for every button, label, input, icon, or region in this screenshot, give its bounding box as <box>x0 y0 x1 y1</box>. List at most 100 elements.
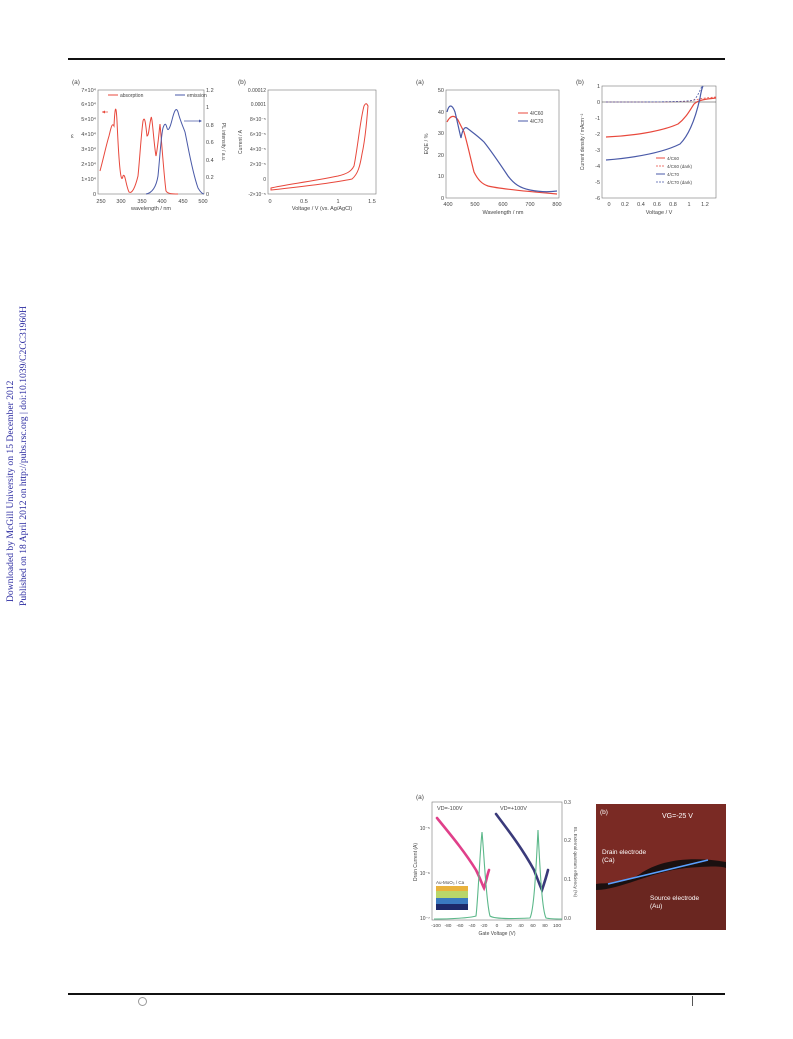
absorption-curve <box>99 108 179 195</box>
svg-text:20: 20 <box>506 923 512 929</box>
svg-text:700: 700 <box>525 202 534 208</box>
jv-xlabel: Voltage / V <box>646 210 673 216</box>
fet-right-ylabel: EL External quantum efficiency (%) <box>573 827 578 898</box>
eqe-legend-c60: 4/C60 <box>530 111 544 117</box>
el-eqe-curve <box>433 829 563 920</box>
svg-text:10⁻⁵: 10⁻⁵ <box>420 826 430 832</box>
svg-text:450: 450 <box>178 199 187 205</box>
fet-xticks: -100 -80 -60 -40 -20 0 20 40 60 80 100 <box>431 923 561 929</box>
svg-text:30: 30 <box>438 131 444 137</box>
svg-text:0.2: 0.2 <box>206 175 214 181</box>
eqe-xlabel: Wavelength / nm <box>482 210 523 216</box>
a-yticks: 0 1×10⁴ 2×10⁴ 3×10⁴ 4×10⁴ 5×10⁴ 6×10⁴ 7×… <box>81 87 96 198</box>
svg-text:4/C60: 4/C60 <box>667 156 680 161</box>
svg-text:1: 1 <box>687 202 690 208</box>
fet-yticks: 10⁻⁵ 10⁻⁶ 10⁻⁷ <box>420 826 430 922</box>
sidebar-doi-line: Published on 18 April 2012 on http://pub… <box>18 306 29 606</box>
jv-yticks: 1 0 -1 -2 -3 -4 -5 -6 <box>595 84 600 202</box>
figure-fet: (a) VD=-100V VD=+100V 10⁻⁵ 10⁻⁶ 10⁻⁷ Dra… <box>410 790 726 950</box>
svg-text:-60: -60 <box>457 923 464 929</box>
svg-text:-1: -1 <box>595 116 600 122</box>
svg-text:40: 40 <box>438 110 444 116</box>
svg-text:-3: -3 <box>595 148 600 154</box>
svg-text:-6: -6 <box>595 196 600 202</box>
svg-text:2×10⁻⁵: 2×10⁻⁵ <box>250 162 266 168</box>
svg-text:4×10⁻⁵: 4×10⁻⁵ <box>250 147 266 153</box>
download-sidebar: Downloaded by McGill University on 15 De… <box>2 268 32 606</box>
svg-text:-100: -100 <box>431 923 441 929</box>
vd-neg-label: VD=-100V <box>437 806 463 812</box>
drain-electrode-material: (Ca) <box>602 857 615 864</box>
svg-text:0: 0 <box>441 196 444 202</box>
footer-circle-icon <box>138 997 147 1006</box>
svg-text:0.1: 0.1 <box>564 877 571 883</box>
jv-ylabel: Current density / mAcm⁻² <box>580 113 586 170</box>
eqe-c70-curve <box>446 105 558 193</box>
svg-text:0.0: 0.0 <box>564 916 571 922</box>
jv-legend: 4/C60 4/C60 (dark) 4/C70 4/C70 (dark) <box>656 156 693 185</box>
jv-xticks: 0 0.2 0.4 0.6 0.8 1 1.2 <box>607 202 708 208</box>
vd-pos-label: VD=+100V <box>500 806 527 812</box>
figure-absorption-cv: (a) ε 0 1×10⁴ 2×10⁴ 3×10⁴ 4×10⁴ 5×10⁴ 6×… <box>68 76 388 216</box>
svg-text:5×10⁴: 5×10⁴ <box>81 116 96 123</box>
svg-text:500: 500 <box>198 199 207 205</box>
vg-label: VG=-25 V <box>662 813 693 820</box>
svg-text:-40: -40 <box>469 923 476 929</box>
header-rule <box>68 58 725 60</box>
svg-text:0: 0 <box>597 100 600 106</box>
jv-c60-light <box>605 97 717 138</box>
svg-text:10⁻⁷: 10⁻⁷ <box>420 916 430 922</box>
svg-text:100: 100 <box>553 923 561 929</box>
b-xlabel: Voltage / V (vs. Ag/AgCl) <box>292 206 352 212</box>
source-electrode-material: (Au) <box>650 903 662 910</box>
svg-text:0: 0 <box>496 923 499 929</box>
svg-text:0.3: 0.3 <box>564 800 571 806</box>
svg-text:0.4: 0.4 <box>637 202 645 208</box>
figure-eqe-jv: (a) 0 10 20 30 40 50 EQE / % 400 500 600… <box>410 76 725 218</box>
svg-text:-80: -80 <box>445 923 452 929</box>
drain-electrode-label: Drain electrode <box>602 849 646 856</box>
fet-xlabel: Gate Voltage (V) <box>479 931 516 937</box>
svg-text:0.6: 0.6 <box>206 140 214 146</box>
eqe-legend-c70: 4/C70 <box>530 119 544 125</box>
svg-text:7×10⁴: 7×10⁴ <box>81 87 96 94</box>
svg-text:400: 400 <box>157 199 166 205</box>
svg-text:0.2: 0.2 <box>564 838 571 844</box>
svg-text:0.6: 0.6 <box>653 202 661 208</box>
source-electrode-label: Source electrode <box>650 895 700 902</box>
pv-panel-b-label: (b) <box>576 79 584 86</box>
svg-text:80: 80 <box>542 923 548 929</box>
svg-text:1.2: 1.2 <box>701 202 709 208</box>
svg-text:50: 50 <box>438 88 444 94</box>
emission-line <box>607 859 709 885</box>
svg-text:1×10⁴: 1×10⁴ <box>81 176 96 183</box>
svg-text:6×10⁴: 6×10⁴ <box>81 101 96 108</box>
svg-text:60: 60 <box>530 923 536 929</box>
svg-text:0.00012: 0.00012 <box>248 88 266 94</box>
svg-text:-2×10⁻⁵: -2×10⁻⁵ <box>248 192 266 198</box>
inset-label: Au-MoO₃ / Ca <box>436 880 465 885</box>
svg-text:0.4: 0.4 <box>206 158 214 164</box>
svg-text:4/C70: 4/C70 <box>667 172 680 177</box>
fet-curve-neg <box>435 816 491 892</box>
legend-emission: emission <box>187 93 207 99</box>
svg-text:40: 40 <box>518 923 524 929</box>
fet-curve-pos <box>494 812 550 894</box>
svg-text:6×10⁻⁵: 6×10⁻⁵ <box>250 132 266 138</box>
svg-text:1: 1 <box>206 105 209 111</box>
svg-text:0.5: 0.5 <box>300 199 308 205</box>
svg-text:1: 1 <box>336 199 339 205</box>
b-yticks: -2×10⁻⁵ 0 2×10⁻⁵ 4×10⁻⁵ 6×10⁻⁵ 8×10⁻⁵ 0.… <box>248 88 266 198</box>
svg-text:8×10⁻⁵: 8×10⁻⁵ <box>250 117 266 123</box>
a-xticks: 250 300 350 400 450 500 <box>96 199 207 205</box>
svg-text:300: 300 <box>116 199 125 205</box>
pv-panel-a-label: (a) <box>416 79 424 86</box>
svg-text:0: 0 <box>607 202 610 208</box>
svg-text:0: 0 <box>268 199 271 205</box>
svg-text:0.2: 0.2 <box>621 202 629 208</box>
emission-curve <box>145 109 205 195</box>
panel-a-label: (a) <box>72 79 80 86</box>
jv-c70-light <box>605 85 704 161</box>
fet-panel-b-label: (b) <box>600 809 608 816</box>
svg-text:0.0001: 0.0001 <box>251 102 267 108</box>
